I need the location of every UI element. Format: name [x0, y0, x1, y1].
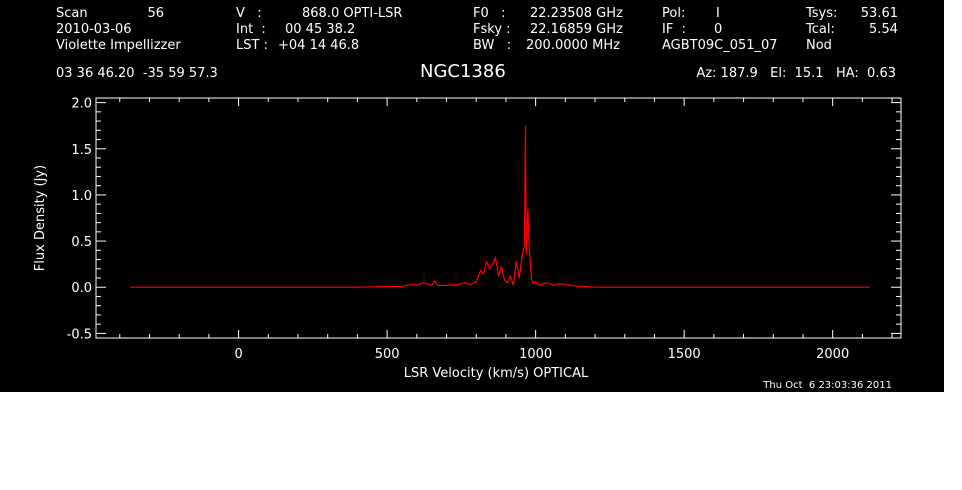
y-tick-label: 1.5	[71, 143, 92, 158]
plot-timestamp: Thu Oct 6 23:03:36 2011	[763, 380, 892, 391]
integration-value: 00 45 38.2	[285, 22, 356, 37]
lst-value: +04 14 46.8	[278, 38, 360, 53]
y-tick-label: 0.0	[71, 281, 92, 296]
y-tick-label: 0.5	[71, 235, 92, 250]
tcal-label: Tcal:	[806, 22, 835, 37]
observing-mode: Nod	[806, 38, 832, 53]
rest-frequency-value: 22.23508 GHz	[530, 6, 623, 21]
velocity-value: 868.0 OPTI-LSR	[302, 6, 403, 21]
y-axis-ticks: -0.5 0.0 0.5 1.0 1.5 2.0	[67, 97, 901, 342]
y-tick-label: 2.0	[71, 97, 92, 112]
if-label: IF :	[662, 22, 686, 37]
rest-frequency-label: F0 :	[473, 6, 506, 21]
observation-date: 2010-03-06	[56, 22, 132, 37]
y-axis-label: Flux Density (Jy)	[33, 165, 48, 271]
x-tick-label: 2000	[816, 347, 849, 362]
tcal-value: 5.54	[869, 22, 898, 37]
sky-frequency-label: Fsky :	[473, 22, 511, 37]
x-tick-label: 1500	[668, 347, 701, 362]
spectrum-panel: Scan 56 2010-03-06 Violette Impellizzer …	[0, 0, 944, 392]
source-name: NGC1386	[420, 61, 506, 82]
sky-frequency-value: 22.16859 GHz	[530, 22, 623, 37]
integration-label: Int :	[236, 22, 266, 37]
scan-value: 56	[147, 6, 164, 21]
project-id: AGBT09C_051_07	[662, 38, 778, 53]
lst-label: LST :	[236, 38, 268, 53]
tsys-label: Tsys:	[806, 6, 838, 21]
y-tick-label: 1.0	[71, 189, 92, 204]
spectrum-chart: 0 500 1000 1500 2000 -0.5 0.0 0.5 1.0 1.5 2.0 LSR…	[33, 97, 902, 381]
y-tick-label: -0.5	[67, 327, 92, 342]
observer-name: Violette Impellizzer	[56, 38, 181, 53]
plot-frame	[95, 97, 902, 339]
if-value: 0	[714, 22, 723, 37]
x-tick-label: 1000	[519, 347, 552, 362]
polarization-value: I	[716, 6, 720, 21]
x-tick-label: 500	[375, 347, 400, 362]
x-axis-label: LSR Velocity (km/s) OPTICAL	[404, 366, 589, 381]
flux-density-series	[130, 125, 870, 288]
polarization-label: Pol:	[662, 6, 686, 21]
velocity-label: V :	[236, 6, 262, 21]
x-tick-label: 0	[234, 347, 242, 362]
x-axis-ticks: 0 500 1000 1500 2000	[119, 98, 893, 362]
pointing-info: Az: 187.9 El: 15.1 HA: 0.63	[696, 66, 896, 81]
bandwidth-label: BW :	[473, 38, 512, 53]
scan-label: Scan	[56, 6, 88, 21]
bandwidth-value: 200.0000 MHz	[526, 38, 620, 53]
tsys-value: 53.61	[860, 6, 898, 21]
source-coordinates: 03 36 46.20 -35 59 57.3	[56, 66, 218, 81]
